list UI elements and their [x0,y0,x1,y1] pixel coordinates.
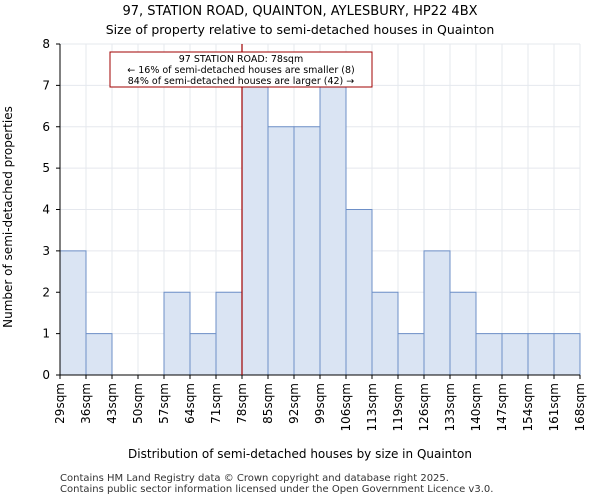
plot-area: 0 1 2 3 4 5 6 7 8 29sqm 36sqm 43sqm 50sqm 57sqm 64sqm 7… [42,37,587,431]
x-axis-label: Distribution of semi-detached houses by … [128,447,472,461]
x-tick-label: 106sqm [339,383,353,431]
y-tick-label: 3 [42,244,50,258]
y-tick-label: 5 [42,161,50,175]
annotation-larger: 84% of semi-detached houses are larger (… [128,76,355,87]
histogram-bar [267,126,295,376]
y-axis-label: Number of semi-detached properties [1,106,15,328]
y-tick-label: 8 [42,37,50,51]
histogram-bar [163,291,191,376]
x-tick-label: 71sqm [209,383,223,424]
x-tick-label: 78sqm [235,383,249,424]
x-tick-label: 126sqm [417,383,431,431]
footer-licence: Contains public sector information licen… [60,484,494,495]
histogram-bar [501,333,529,376]
x-tick-label: 43sqm [105,383,119,424]
y-tick-label: 2 [42,285,50,299]
y-tick-label: 4 [42,203,50,217]
histogram-bar [241,84,269,376]
y-tick-label: 1 [42,327,50,341]
chart-title: 97, STATION ROAD, QUAINTON, AYLESBURY, H… [122,4,477,19]
x-tick-label: 168sqm [573,383,587,431]
histogram-bar [189,333,217,376]
x-tick-label: 113sqm [365,383,379,431]
x-tick-label: 64sqm [183,383,197,424]
histogram-bar [423,250,451,376]
y-tick-label: 7 [42,78,50,92]
histogram-bar [345,209,373,376]
annotation-smaller: ← 16% of semi-detached houses are smalle… [127,65,355,76]
x-tick-label: 133sqm [443,383,457,431]
x-tick-label: 50sqm [131,383,145,424]
x-tick-label: 147sqm [495,383,509,431]
histogram-bar [319,84,347,376]
x-tick-label: 119sqm [391,383,405,431]
annotation-box [109,51,373,88]
x-tick-label: 36sqm [79,383,93,424]
x-tick-label: 99sqm [313,383,327,424]
x-tick-label: 154sqm [521,383,535,431]
histogram-bar [449,291,477,376]
histogram-bar [397,333,425,376]
x-tick-label: 85sqm [261,383,275,424]
histogram-bar [475,333,503,376]
histogram-bar [215,291,243,376]
histogram-bar [553,333,581,376]
y-tick-label: 0 [42,368,50,382]
histogram-bar [59,250,87,376]
histogram-bar [85,333,113,376]
x-tick-label: 140sqm [469,383,483,431]
histogram-bar [371,291,399,376]
chart-subtitle: Size of property relative to semi-detach… [106,22,495,37]
annotation-title: 97 STATION ROAD: 78sqm [179,54,303,65]
x-tick-label: 92sqm [287,383,301,424]
y-tick-label: 6 [42,120,50,134]
histogram-bar [293,126,321,376]
x-tick-label: 57sqm [157,383,171,424]
histogram-bar [527,333,555,376]
x-tick-label: 29sqm [53,383,67,424]
x-tick-label: 161sqm [547,383,561,431]
footer-copyright: Contains HM Land Registry data © Crown c… [60,473,449,484]
